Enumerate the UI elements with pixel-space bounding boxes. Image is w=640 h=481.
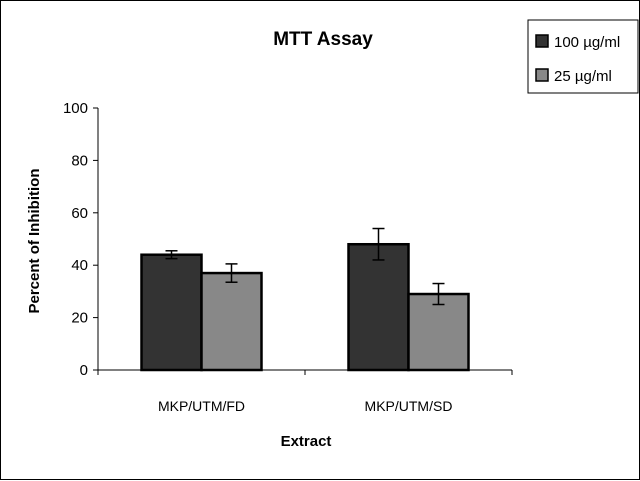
- bar: [407, 292, 470, 372]
- y-tick-label: 80: [71, 152, 88, 169]
- y-tick-label: 40: [71, 257, 88, 274]
- legend: 100 µg/ml 25 µg/ml: [527, 19, 639, 94]
- bar: [140, 253, 203, 372]
- legend-swatch: [535, 34, 549, 48]
- x-category-label: MKP/UTM/FD: [158, 398, 245, 414]
- bar: [200, 271, 263, 372]
- legend-label: 25 µg/ml: [554, 68, 612, 85]
- y-tick-label: 20: [71, 310, 88, 327]
- chart-title: MTT Assay: [273, 29, 373, 50]
- y-tick-label: 100: [63, 100, 88, 117]
- y-axis-title: Percent of Inhibition: [26, 169, 43, 314]
- bar: [347, 242, 410, 372]
- x-category-label: MKP/UTM/SD: [365, 398, 453, 414]
- plot-area: 0 20 40 60 80 100 MKP/UTM/FD MKP/UTM/SD: [63, 100, 513, 414]
- y-tick-label: 0: [80, 362, 88, 379]
- legend-swatch: [535, 68, 549, 82]
- x-axis-title: Extract: [281, 433, 332, 450]
- legend-label: 100 µg/ml: [554, 34, 620, 51]
- y-tick-label: 60: [71, 205, 88, 222]
